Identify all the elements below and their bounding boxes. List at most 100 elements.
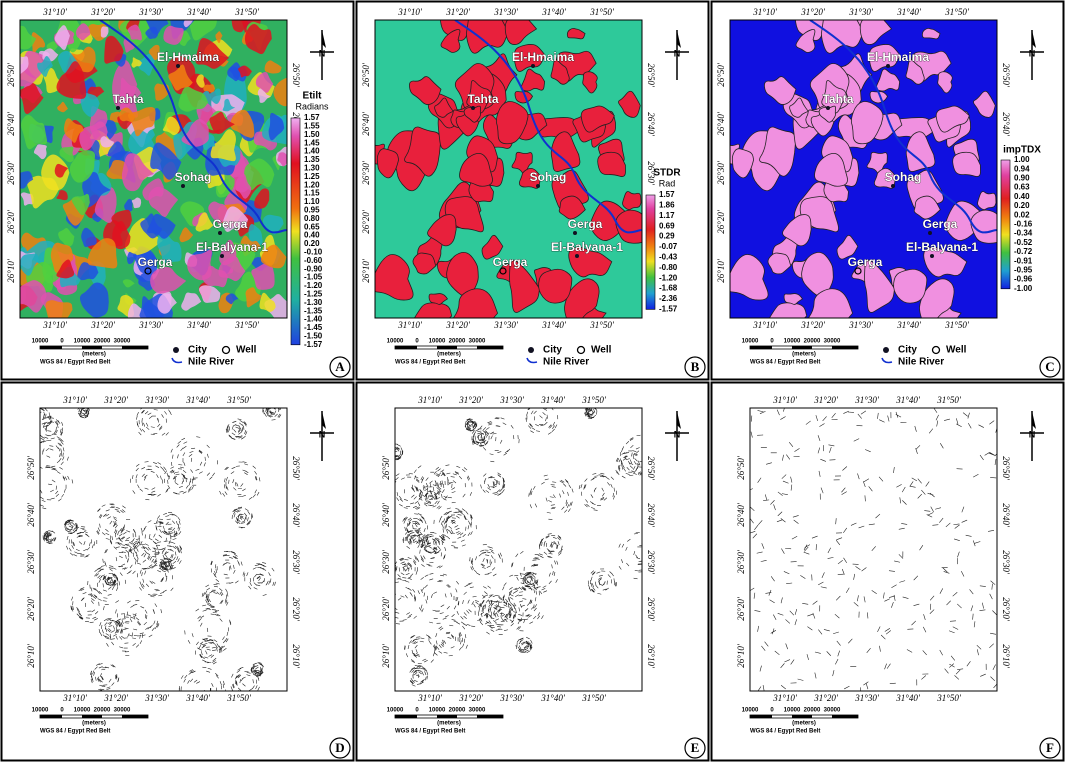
lat-label: 26°20' xyxy=(716,209,726,234)
panel-letter-circle xyxy=(684,356,706,378)
colorbar-label: -0.34 xyxy=(1014,229,1033,238)
colorbar-label: -2.36 xyxy=(659,294,678,303)
scale-label: 30000 xyxy=(469,339,486,345)
map-pattern xyxy=(582,71,598,94)
lon-label: 31°10' xyxy=(752,320,778,330)
lon-label: 31°50' xyxy=(936,395,962,405)
scale-label: 10000 xyxy=(74,339,91,345)
lat-label: 26°30' xyxy=(26,549,36,574)
map-pattern xyxy=(268,112,285,141)
map-pattern xyxy=(452,288,499,318)
colorbar-label: -0.96 xyxy=(1014,275,1033,284)
map-pattern xyxy=(550,59,570,85)
map-pattern xyxy=(112,221,131,250)
lat-label: 26°10' xyxy=(26,643,36,668)
north-arrow-head xyxy=(1032,30,1036,48)
lat-label: 26°20' xyxy=(6,209,16,234)
lon-label: 31°40' xyxy=(540,395,566,405)
lon-label: 31°30' xyxy=(499,395,525,405)
colorbar-label: -1.25 xyxy=(304,290,323,299)
lat-label: 26°40' xyxy=(381,502,391,527)
map-pattern xyxy=(260,244,287,269)
lon-label: 31°20' xyxy=(90,320,116,330)
map-pattern xyxy=(970,209,997,244)
lon-label: 31°10' xyxy=(42,7,68,17)
scale-label: 30000 xyxy=(824,708,841,714)
colorbar-label: -1.50 xyxy=(304,332,323,341)
map-pattern xyxy=(209,111,235,134)
colorbar-label: -0.07 xyxy=(659,242,678,251)
scale-bar-fill xyxy=(750,715,858,718)
map-pattern xyxy=(121,153,155,192)
panel-letter: A xyxy=(335,359,345,374)
panel-letter-circle xyxy=(1039,737,1061,759)
scale-label: 0 xyxy=(60,339,64,345)
city-label: Gerga xyxy=(138,255,173,269)
map-pattern xyxy=(37,55,53,77)
datum: WGS 84 / Egypt Red Belt xyxy=(750,360,820,366)
map-pattern xyxy=(412,252,437,275)
lon-label: 31°10' xyxy=(62,395,88,405)
map-pattern xyxy=(446,251,479,298)
datum: WGS 84 / Egypt Red Belt xyxy=(750,729,820,735)
colorbar-label: 1.00 xyxy=(1014,155,1030,164)
legend-well-symbol xyxy=(576,345,586,355)
lat-label: 26°50' xyxy=(6,62,16,87)
map-pattern xyxy=(273,77,287,107)
lon-label: 31°20' xyxy=(800,320,826,330)
city-label: Gerga xyxy=(213,217,248,231)
map-pattern xyxy=(375,254,414,301)
map-pattern xyxy=(50,242,74,274)
map-frame xyxy=(729,19,998,319)
colorbar-unit: Rad xyxy=(659,178,676,188)
colorbar-label: -0.72 xyxy=(1014,247,1033,256)
north-arrow-head xyxy=(322,30,326,48)
colorbar-label: -1.20 xyxy=(659,273,678,282)
scale-unit: (meters) xyxy=(437,352,461,358)
lat-label: 26°10' xyxy=(291,644,301,669)
map-pattern xyxy=(20,83,44,115)
scale-label: 20000 xyxy=(449,339,466,345)
map-pattern xyxy=(618,90,641,118)
colorbar-label: -0.52 xyxy=(1014,238,1033,247)
map-pattern xyxy=(255,72,274,93)
map-pattern xyxy=(20,56,29,75)
map-pattern xyxy=(935,105,970,133)
map-pattern xyxy=(183,20,194,28)
map-pattern xyxy=(504,20,538,45)
lat-label: 26°30' xyxy=(646,550,656,575)
lon-label: 31°30' xyxy=(138,7,164,17)
lat-label: 26°20' xyxy=(736,596,746,621)
colorbar-label: -0.10 xyxy=(304,248,323,257)
map-pattern xyxy=(196,74,205,88)
map-pattern xyxy=(131,197,142,209)
map-pattern xyxy=(81,227,97,248)
map-pattern xyxy=(513,44,546,72)
legend-city: City xyxy=(188,345,207,356)
lat-label: 26°40' xyxy=(1001,112,1011,137)
colorbar-label: -0.91 xyxy=(1014,256,1033,265)
scale-label: 0 xyxy=(770,339,774,345)
scale-label: 10000 xyxy=(387,339,404,345)
colorbar-title: Etilt xyxy=(303,91,323,102)
city-symbol xyxy=(930,254,934,258)
map-pattern xyxy=(59,146,74,163)
colorbar-label: -1.68 xyxy=(659,284,678,293)
map-pattern xyxy=(459,152,493,187)
map-pattern xyxy=(244,158,275,191)
colorbar-label: 1.15 xyxy=(304,189,320,198)
map-pattern xyxy=(514,91,534,104)
lon-label: 31°10' xyxy=(772,395,798,405)
map-pattern xyxy=(57,101,68,113)
map-pattern xyxy=(107,141,126,160)
map-pattern xyxy=(893,268,928,304)
map-pattern xyxy=(952,151,981,177)
colorbar xyxy=(1000,159,1011,290)
lon-label: 31°20' xyxy=(445,7,471,17)
map-pattern xyxy=(137,53,155,76)
legend-river-symbol xyxy=(881,357,893,364)
map-pattern xyxy=(905,131,936,172)
city-symbol xyxy=(176,64,180,68)
legend-well: Well xyxy=(946,345,967,356)
map-frame xyxy=(39,407,288,692)
